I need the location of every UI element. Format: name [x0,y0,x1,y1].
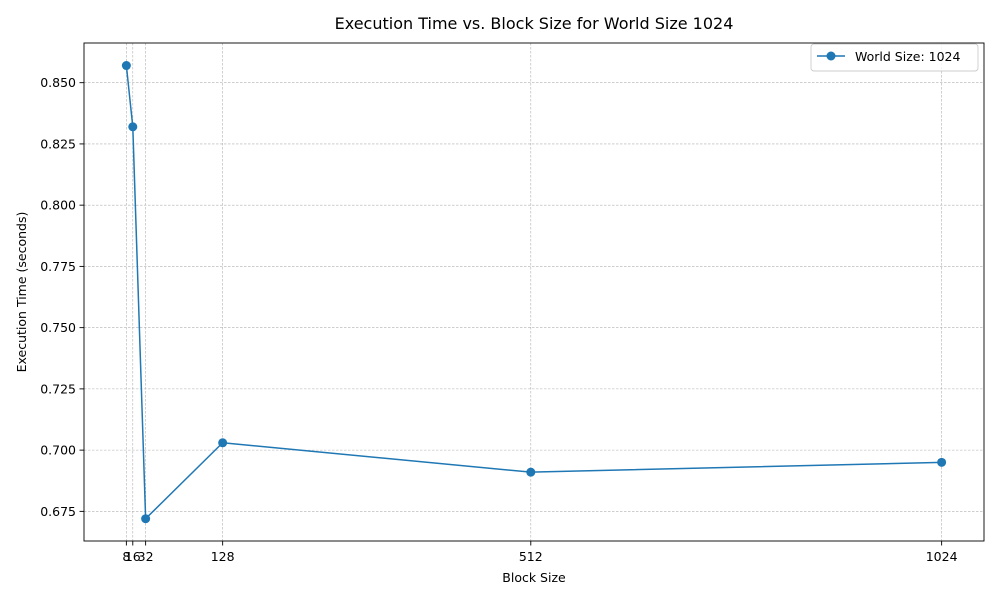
legend: World Size: 1024 [810,43,979,72]
y-tick-label: 0.750 [40,320,76,335]
plot-frame [83,42,985,542]
data-point [121,61,131,71]
y-axis: 0.675 0.700 0.725 0.750 0.775 0.800 0.825 0.850 [40,75,84,519]
x-tick-label: 8 [122,549,130,564]
y-tick-label: 0.675 [40,504,76,519]
y-tick-label: 0.825 [40,136,76,151]
legend-box [810,43,979,72]
x-tick-label: 512 [519,549,543,564]
grid-lines [84,43,984,541]
x-tick-label: 1024 [926,549,958,564]
data-point [218,438,228,448]
series-line [125,65,942,520]
x-tick-label: 128 [211,549,235,564]
y-tick-label: 0.800 [40,198,76,213]
data-point [937,457,947,467]
y-tick-label: 0.725 [40,381,76,396]
series-layer [121,61,947,524]
data-point [526,467,536,477]
chart-title: Execution Time vs. Block Size for World … [335,14,734,33]
x-tick-label: 16 [125,549,141,564]
data-point [128,122,138,132]
data-point [141,514,151,524]
y-tick-label: 0.700 [40,443,76,458]
y-tick-label: 0.850 [40,75,76,90]
legend-point-marker [826,51,836,61]
y-tick-label: 0.775 [40,259,76,274]
x-axis-label: Block Size [502,570,566,585]
x-tick-label: 32 [138,549,154,564]
y-axis-label: Execution Time (seconds) [14,212,29,373]
legend-entry-label: World Size: 1024 [855,49,960,64]
